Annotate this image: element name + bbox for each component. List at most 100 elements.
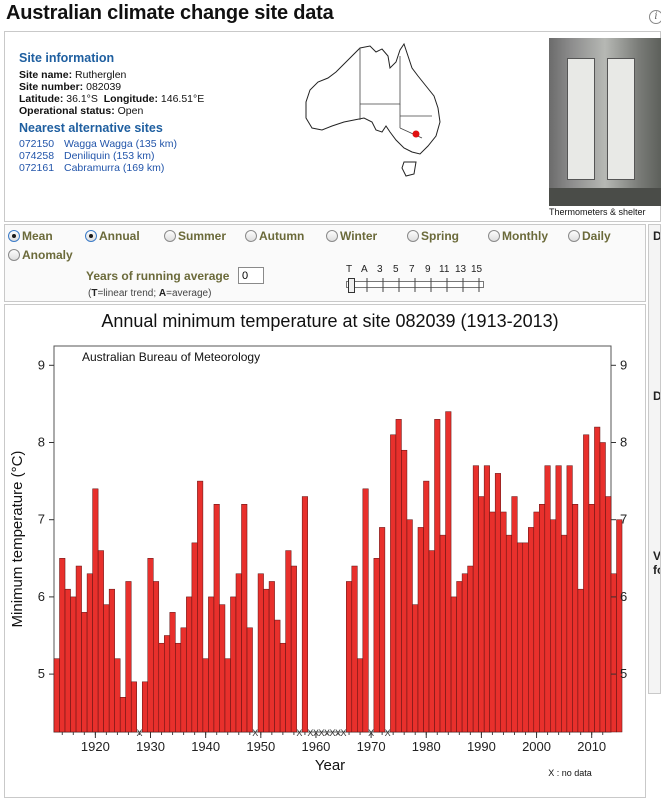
tasmania-outline [401,161,417,177]
running-average-input[interactable] [238,267,264,284]
bar [494,473,501,733]
bar [202,658,209,733]
y-tick-label: 6 [38,589,45,604]
bar [213,504,220,733]
bar [472,465,479,733]
radio-anomaly-dot[interactable] [8,249,20,261]
alt-site-name: Cabramurra (169 km) [64,162,165,174]
x-tick-label: 1990 [467,739,496,754]
radio-daily-dot[interactable] [568,230,580,242]
bar [92,488,99,733]
radio-spring-dot[interactable] [407,230,419,242]
info-icon[interactable]: i [649,10,661,24]
slider-label: 7 [409,264,415,275]
x-tick-label: 1970 [357,739,386,754]
bar [555,465,562,733]
alt-site-number: 072150 [19,138,55,150]
bar [97,550,104,733]
right-strip-letter: fo [653,563,660,577]
radio-autumn[interactable]: Autumn [245,229,304,243]
bar [539,504,546,733]
radio-winter-label: Winter [340,229,378,243]
x-tick-label: 1920 [81,739,110,754]
slider-label: 13 [455,264,467,275]
bar-series [53,411,623,733]
bar [241,504,248,733]
bar [346,581,353,733]
bar [81,612,88,733]
bar [616,519,623,733]
radio-mean[interactable]: Mean [8,229,53,243]
y-tick-label-right: 6 [620,589,627,604]
radio-daily[interactable]: Daily [568,229,611,243]
radio-winter-dot[interactable] [326,230,338,242]
latitude-label: Latitude: [19,93,64,105]
x-tick-label: 1980 [412,739,441,754]
radio-monthly-dot[interactable] [488,230,500,242]
radio-annual[interactable]: Annual [85,229,140,243]
radio-winter[interactable]: Winter [326,229,377,243]
bar [439,534,446,733]
right-side-panel: D D V fo [648,224,661,694]
bar [235,573,242,733]
alt-site-link[interactable]: 074258 Deniliquin (153 km) [19,150,154,163]
longitude-value: 146.51°E [160,93,205,105]
bar [434,419,441,733]
chart-watermark: Australian Bureau of Meteorology [82,350,260,364]
alt-site-link[interactable]: 072161 Cabramurra (169 km) [19,162,164,175]
australia-map [305,42,441,177]
running-average-note: (T=linear trend; A=average) [88,288,211,299]
bar [268,581,275,733]
radio-mean-dot[interactable] [8,230,20,242]
bar [191,542,198,733]
site-number-row: Site number: 082039 [19,81,121,93]
radio-annual-dot[interactable] [85,230,97,242]
y-tick-label: 9 [38,357,45,372]
missing-data-marker: X [385,728,391,738]
bar [417,527,424,733]
alt-site-link[interactable]: 072150 Wagga Wagga (135 km) [19,138,177,151]
bar [489,511,496,733]
bar [401,449,408,733]
bar [130,681,137,733]
state-border-sa-nsw [399,104,432,128]
bar [577,588,584,733]
bar [108,588,115,733]
bar [103,604,110,733]
radio-mean-label: Mean [22,229,53,243]
bar [290,565,297,733]
slider-label: 5 [393,264,399,275]
status-value: Open [117,105,144,117]
x-tick-label: 1950 [246,739,275,754]
site-status-row: Operational status: Open [19,105,143,117]
radio-autumn-dot[interactable] [245,230,257,242]
status-label: Operational status: [19,105,115,117]
bar [224,658,231,733]
radio-summer-dot[interactable] [164,230,176,242]
note-part: =linear trend; [97,288,159,299]
axes: 5 5 6 6 7 7 8 8 9 9 1920 1930 1940 1950 1960 1970 1980 19… [38,357,627,754]
bar [406,519,413,733]
bar [147,558,154,733]
bar [500,511,507,733]
site-photo[interactable] [549,38,661,206]
bar [246,627,253,733]
bar [59,558,66,733]
slider-thumb[interactable] [348,278,355,293]
radio-monthly[interactable]: Monthly [488,229,548,243]
radio-anomaly[interactable]: Anomaly [8,248,73,262]
bar [533,511,540,733]
no-data-note: X : no data [548,768,592,778]
alt-site-name: Deniliquin (153 km) [64,150,155,162]
thermometer-left [567,58,595,180]
thermometer-right [607,58,635,180]
radio-summer[interactable]: Summer [164,229,226,243]
radio-spring[interactable]: Spring [407,229,459,243]
bar [395,419,402,733]
x-tick-label: 1940 [191,739,220,754]
site-number-value: 082039 [86,81,122,93]
bar [279,642,286,733]
bar [390,434,397,733]
slider-ticks [350,278,480,292]
radio-spring-label: Spring [421,229,459,243]
